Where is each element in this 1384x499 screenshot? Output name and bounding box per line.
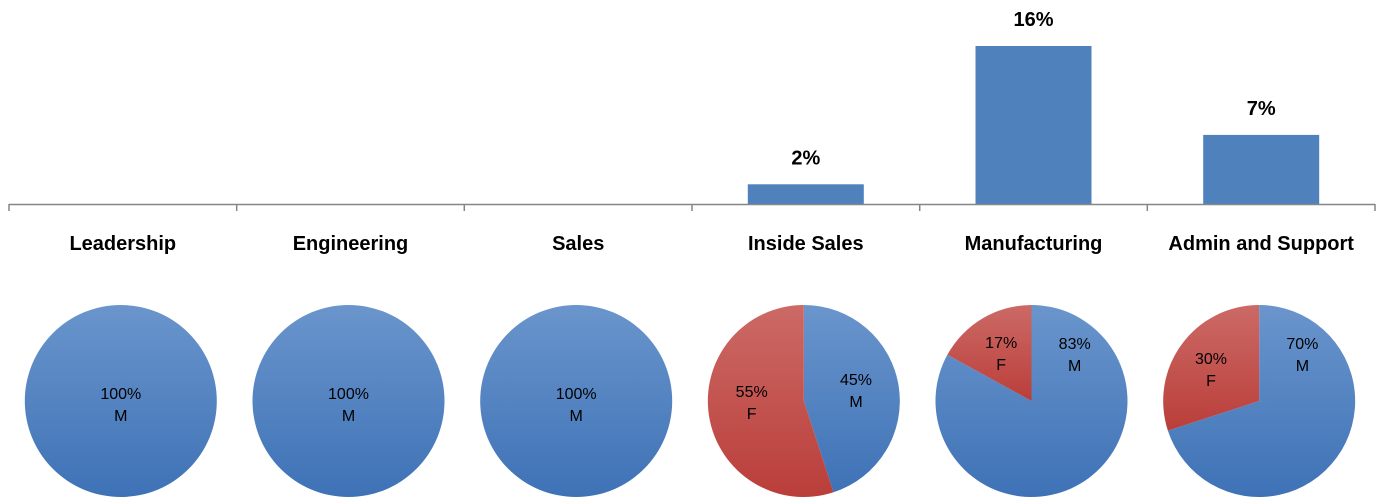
category-label-leadership: Leadership: [69, 233, 176, 255]
pie-inside-sales: 45% M 55% F: [707, 305, 900, 497]
category-label-admin-and-support: Admin and Support: [1168, 233, 1354, 255]
pie-slice-inside-sales-f: [707, 305, 834, 497]
pie-slice-sales-m: [480, 305, 673, 497]
pie-slice-inside-sales-m: [803, 305, 900, 493]
pie-slice-pct-inside-sales-f: 55%: [736, 384, 768, 401]
pie-slice-pct-inside-sales-m: 45%: [840, 372, 872, 389]
category-label-manufacturing: Manufacturing: [965, 233, 1103, 255]
pie-slice-admin-and-support-f: [1163, 305, 1260, 431]
pie-slice-pct-leadership-m: 100%: [100, 386, 141, 403]
pie-admin-and-support: 70% M 30% F: [1163, 305, 1356, 498]
pie-slice-pct-admin-and-support-m: 70%: [1286, 336, 1318, 353]
pie-sales: 100% M: [480, 305, 673, 497]
pie-slice-engineering-m: [252, 305, 445, 497]
pie-engineering: 100% M: [252, 305, 445, 497]
pie-slice-manufacturing-f: [947, 305, 1032, 401]
pie-slice-pct-admin-and-support-f: 30%: [1195, 351, 1227, 368]
pie-slice-pct-manufacturing-m: 83%: [1059, 336, 1091, 353]
pie-slice-admin-and-support-m: [1167, 305, 1356, 498]
pie-slice-name-inside-sales-f: F: [747, 406, 757, 423]
pie-slice-name-manufacturing-m: M: [1068, 358, 1081, 375]
pie-manufacturing: 83% M 17% F: [935, 305, 1128, 498]
bar-admin-and-support: [1203, 134, 1320, 204]
pie-slice-name-admin-and-support-f: F: [1206, 373, 1216, 390]
pie-slice-pct-sales-m: 100%: [556, 386, 597, 403]
category-label-engineering: Engineering: [293, 233, 409, 255]
bar-value-label-admin-and-support: 7%: [1247, 98, 1276, 120]
category-label-sales: Sales: [552, 233, 604, 255]
pie-slice-manufacturing-m: [935, 305, 1128, 498]
pie-slice-name-engineering-m: M: [342, 408, 355, 425]
bar-series: 2% 16% 7%: [747, 9, 1320, 205]
pie-charts: 100% M 100% M 100% M 45% M 55% F 83% M 17% F 70% M 30% F: [24, 305, 1356, 498]
pie-slice-name-inside-sales-m: M: [849, 394, 862, 411]
pie-leadership: 100% M: [24, 305, 217, 497]
pie-slice-pct-manufacturing-f: 17%: [985, 335, 1017, 352]
category-labels: Leadership Engineering Sales Inside Sales Ma…: [69, 233, 1354, 255]
bar-value-label-manufacturing: 16%: [1013, 9, 1053, 31]
pie-slice-name-leadership-m: M: [114, 408, 127, 425]
pie-slice-name-manufacturing-f: F: [996, 357, 1006, 374]
bar-value-label-inside-sales: 2%: [791, 147, 820, 169]
category-axis: [8, 203, 1376, 211]
pie-slice-name-admin-and-support-m: M: [1296, 358, 1309, 375]
bar-inside-sales: [747, 184, 864, 205]
pie-slice-leadership-m: [24, 305, 217, 497]
category-label-inside-sales: Inside Sales: [748, 233, 864, 255]
pie-slice-pct-engineering-m: 100%: [328, 386, 369, 403]
pie-slice-name-sales-m: M: [570, 408, 583, 425]
bar-manufacturing: [975, 46, 1092, 204]
